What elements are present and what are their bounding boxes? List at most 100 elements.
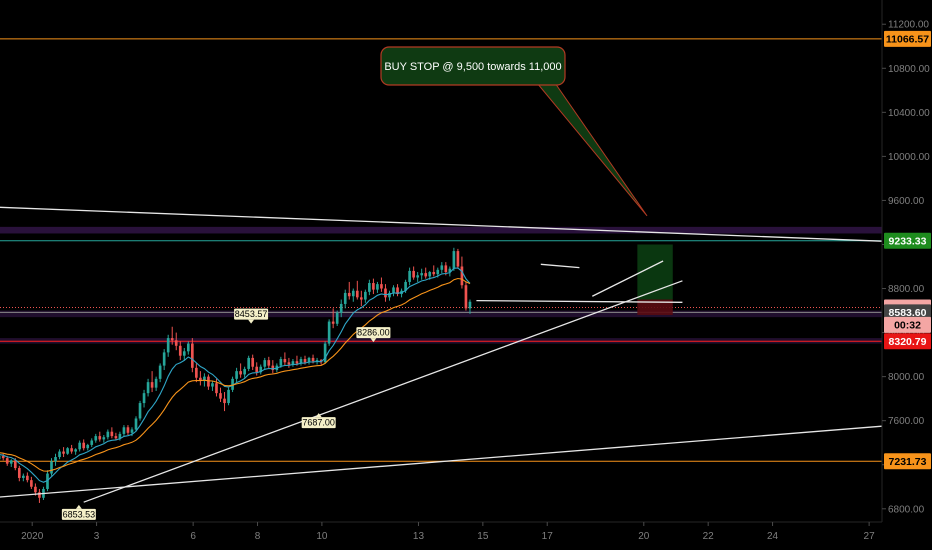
point-label-pointer [75, 504, 82, 509]
point-label-text: 8286.00 [357, 328, 390, 338]
candle [38, 488, 41, 503]
horizontal-levels [0, 38, 882, 462]
x-tick-label: 22 [703, 531, 715, 542]
candle-body [5, 458, 9, 464]
candle-body [331, 321, 335, 324]
candle [178, 341, 182, 361]
candle-body [70, 448, 73, 452]
y-tick-label: 8800.00 [888, 284, 925, 295]
level-tag-1: 9233.33 [884, 232, 931, 249]
candle [263, 357, 267, 371]
price-tags: 11066.579233.338628.048583.608320.797231… [884, 30, 931, 470]
x-tick-label: 20 [638, 531, 650, 542]
trendline-4 [476, 299, 683, 303]
x-tick-label: 3 [94, 531, 100, 542]
candle [448, 266, 452, 277]
candle-body [58, 451, 61, 458]
candle [94, 433, 98, 443]
candle-body [380, 284, 383, 289]
candle-body [420, 273, 424, 276]
candle [106, 429, 110, 440]
candle-body [287, 362, 291, 365]
candle-body [263, 360, 267, 367]
candle-body [74, 449, 77, 452]
candle-body [452, 251, 456, 269]
zone-0 [0, 226, 882, 234]
point-label-pointer [248, 319, 255, 324]
point-label-2: 7687.00 [301, 413, 336, 429]
candle-body [464, 285, 468, 309]
candle [335, 310, 339, 326]
candle [388, 290, 391, 301]
candle [416, 272, 419, 282]
candle-body [416, 275, 419, 278]
trendline-3 [592, 260, 664, 297]
candle-body [388, 292, 391, 298]
candle [78, 440, 81, 452]
candle-body [271, 365, 275, 371]
candle [408, 267, 411, 286]
candle-body [182, 351, 186, 356]
candle-body [223, 398, 226, 404]
candle-body [199, 377, 202, 382]
y-tick-label: 8000.00 [888, 372, 925, 383]
candle-body [267, 360, 271, 366]
level-tag-5-text: 7231.73 [889, 456, 927, 468]
candle-body [392, 287, 395, 293]
candle-body [428, 272, 432, 277]
candle [347, 281, 351, 300]
moving-averages [0, 267, 471, 483]
candle [432, 265, 436, 277]
candle-body [162, 352, 166, 366]
candle [146, 378, 150, 397]
candle-body [138, 403, 142, 419]
candle-body [299, 359, 303, 364]
candle [191, 338, 194, 373]
level-tag-0-box [884, 30, 931, 47]
candle [195, 363, 198, 383]
candle-body [335, 312, 339, 324]
candle-body [114, 436, 118, 439]
candle-body [307, 357, 311, 363]
x-tick-label: 10 [316, 531, 328, 542]
candle [98, 431, 102, 442]
candle-body [231, 378, 234, 390]
candle-body [219, 393, 222, 399]
candle-body [62, 451, 65, 454]
candle [323, 341, 327, 364]
level-tag-1-text: 9233.33 [889, 236, 927, 248]
candle [368, 279, 371, 296]
candle-body [364, 291, 367, 300]
candle-body [207, 376, 210, 387]
callout-text: BUY STOP @ 9,500 towards 11,000 [384, 61, 561, 73]
candle-body [436, 269, 440, 275]
candle [70, 444, 73, 454]
countdown-tag: 00:32 [884, 316, 931, 333]
candle [287, 357, 291, 368]
point-label-box [234, 308, 269, 320]
point-label-text: 7687.00 [302, 418, 335, 428]
candle-body [195, 367, 198, 378]
candle [50, 458, 53, 476]
y-tick-label: 7600.00 [888, 416, 925, 427]
level-tag-5: 7231.73 [884, 453, 931, 470]
candle [247, 355, 250, 372]
candle-body [146, 382, 150, 394]
y-tick-label: 10800.00 [888, 64, 930, 75]
candle-body [203, 376, 206, 382]
candle-body [82, 442, 86, 449]
candle-body [211, 383, 214, 387]
candle [9, 459, 13, 467]
candle-body [130, 429, 134, 433]
callout: BUY STOP @ 9,500 towards 11,000 [380, 46, 648, 217]
candle [307, 356, 311, 365]
candle-body [186, 343, 190, 352]
candle [291, 359, 295, 367]
candle-body [448, 268, 452, 273]
candle-body [440, 265, 444, 270]
countdown-tag-box [884, 316, 931, 333]
candle-body [355, 290, 359, 298]
candle [360, 290, 363, 307]
candle [22, 473, 25, 482]
